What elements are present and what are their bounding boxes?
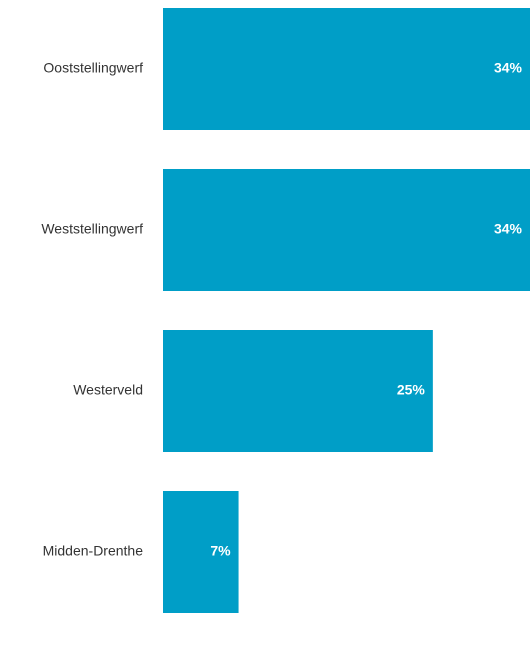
category-label: Westerveld (73, 382, 143, 398)
category-label: Weststellingwerf (41, 221, 143, 237)
value-label: 7% (210, 543, 231, 559)
category-label: Midden-Drenthe (43, 543, 144, 559)
value-label: 34% (494, 60, 523, 76)
bar-midden-drenthe (163, 491, 239, 613)
value-label: 34% (494, 221, 523, 237)
bar-ooststellingwerf (163, 8, 530, 130)
bar-weststellingwerf (163, 169, 530, 291)
category-label: Ooststellingwerf (43, 60, 143, 76)
value-label: 25% (397, 382, 426, 398)
bar-westerveld (163, 330, 433, 452)
